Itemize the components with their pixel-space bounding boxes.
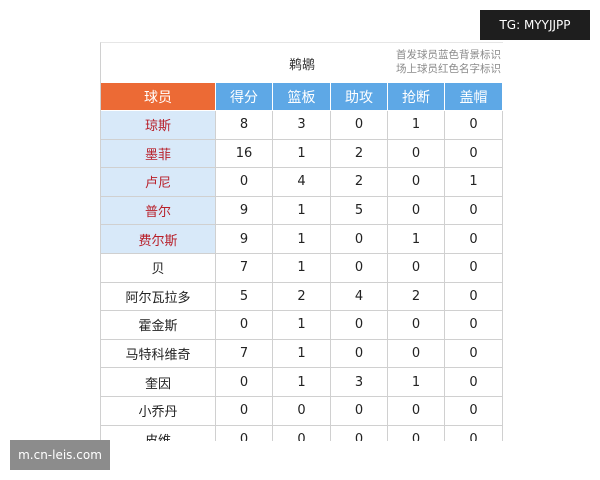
stat-cell: 0 <box>388 168 445 197</box>
stat-cell: 0 <box>445 196 503 226</box>
player-name: 墨菲 <box>101 139 216 169</box>
stat-cell: 0 <box>273 397 331 426</box>
player-name: 霍金斯 <box>101 311 216 340</box>
stat-cell: 0 <box>445 397 503 426</box>
stat-cell: 0 <box>388 311 445 340</box>
stat-cell: 0 <box>388 339 445 369</box>
column-header: 球员 <box>101 83 216 111</box>
stat-cell: 0 <box>331 339 388 369</box>
player-name: 小乔丹 <box>101 397 216 426</box>
stat-cell: 0 <box>216 168 273 197</box>
stat-cell: 1 <box>273 368 331 397</box>
watermark: TG: MYYJJPP <box>480 10 590 40</box>
player-name: 普尔 <box>101 196 216 226</box>
note-line: 场上球员红色名字标识 <box>396 63 501 75</box>
player-name: 阿尔瓦拉多 <box>101 282 216 312</box>
stat-cell: 5 <box>216 282 273 312</box>
stat-cell: 0 <box>273 425 331 441</box>
player-name: 琼斯 <box>101 111 216 140</box>
stat-cell: 0 <box>445 368 503 397</box>
stat-cell: 16 <box>216 139 273 169</box>
stat-cell: 2 <box>331 168 388 197</box>
stat-cell: 0 <box>388 254 445 283</box>
stat-cell: 1 <box>388 111 445 140</box>
legend-note: 首发球员蓝色背景标识 场上球员红色名字标识 <box>396 48 501 76</box>
player-name: 费尔斯 <box>101 225 216 254</box>
stat-cell: 2 <box>388 282 445 312</box>
stat-cell: 4 <box>273 168 331 197</box>
player-name: 皮维 <box>101 425 216 441</box>
stat-cell: 1 <box>273 225 331 254</box>
stat-cell: 0 <box>445 282 503 312</box>
stat-cell: 1 <box>273 339 331 369</box>
stat-cell: 1 <box>445 168 503 197</box>
player-name: 贝 <box>101 254 216 283</box>
stat-cell: 4 <box>331 282 388 312</box>
column-header: 得分 <box>216 83 273 111</box>
stat-cell: 0 <box>216 368 273 397</box>
stat-cell: 0 <box>331 425 388 441</box>
stat-cell: 0 <box>445 225 503 254</box>
note-line: 首发球员蓝色背景标识 <box>396 49 501 61</box>
player-name: 卢尼 <box>101 168 216 197</box>
column-header: 盖帽 <box>445 83 503 111</box>
stat-cell: 7 <box>216 254 273 283</box>
stat-cell: 0 <box>445 254 503 283</box>
stat-cell: 1 <box>273 139 331 169</box>
player-name: 马特科维奇 <box>101 339 216 369</box>
stat-cell: 0 <box>445 139 503 169</box>
stat-cell: 0 <box>388 196 445 226</box>
stat-cell: 8 <box>216 111 273 140</box>
stat-cell: 0 <box>331 311 388 340</box>
stat-cell: 1 <box>388 368 445 397</box>
stat-cell: 0 <box>331 111 388 140</box>
stat-cell: 0 <box>331 397 388 426</box>
watermark: m.cn-leis.com <box>10 440 110 470</box>
stat-cell: 2 <box>331 139 388 169</box>
stat-cell: 0 <box>331 254 388 283</box>
stat-cell: 3 <box>331 368 388 397</box>
stat-cell: 9 <box>216 196 273 226</box>
stat-cell: 0 <box>216 311 273 340</box>
stat-cell: 0 <box>445 425 503 441</box>
stat-cell: 0 <box>445 339 503 369</box>
stat-cell: 0 <box>445 111 503 140</box>
stat-cell: 7 <box>216 339 273 369</box>
stat-cell: 1 <box>273 254 331 283</box>
stat-cell: 0 <box>216 397 273 426</box>
player-name: 奎因 <box>101 368 216 397</box>
stat-cell: 3 <box>273 111 331 140</box>
column-header: 抢断 <box>388 83 445 111</box>
stat-cell: 2 <box>273 282 331 312</box>
stat-cell: 5 <box>331 196 388 226</box>
column-header: 篮板 <box>273 83 331 111</box>
stats-table: 鹈鹕 首发球员蓝色背景标识 场上球员红色名字标识 球员 得分 篮板 助攻 抢断 盖帽琼斯 8… <box>100 42 503 441</box>
stat-cell: 0 <box>216 425 273 441</box>
stat-cell: 0 <box>388 397 445 426</box>
stat-cell: 1 <box>273 311 331 340</box>
column-header: 助攻 <box>331 83 388 111</box>
stat-cell: 1 <box>388 225 445 254</box>
stat-cell: 9 <box>216 225 273 254</box>
table-title: 鹈鹕 <box>288 57 315 73</box>
stat-cell: 0 <box>331 225 388 254</box>
stat-cell: 0 <box>388 139 445 169</box>
stat-cell: 1 <box>273 196 331 226</box>
stat-cell: 0 <box>445 311 503 340</box>
stat-cell: 0 <box>388 425 445 441</box>
